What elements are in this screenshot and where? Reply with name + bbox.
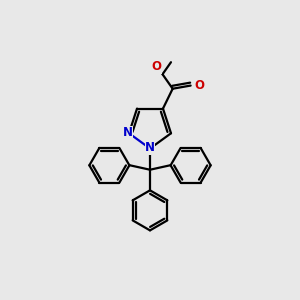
Text: N: N (145, 141, 155, 154)
Text: O: O (151, 60, 161, 74)
Text: O: O (194, 79, 204, 92)
Text: N: N (122, 126, 133, 139)
